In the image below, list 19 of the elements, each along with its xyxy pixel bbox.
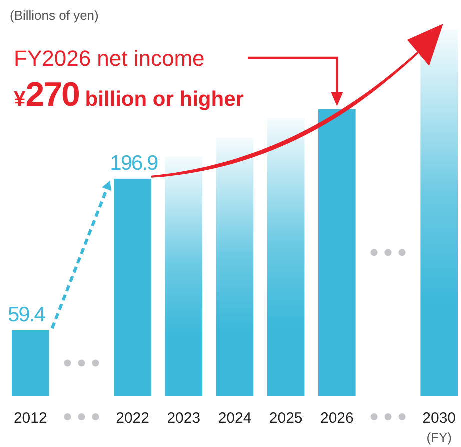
x-tick-label: 2030	[422, 410, 456, 427]
annotation: ¥270 billion or higher	[14, 76, 244, 114]
bar	[216, 138, 254, 396]
data-label: 196.9	[110, 152, 158, 175]
bar	[114, 178, 152, 396]
annotation: FY2026 net income	[14, 46, 205, 71]
bar	[318, 109, 356, 396]
x-tick-label: 2012	[14, 410, 48, 427]
data-label: 59.4	[8, 304, 46, 327]
x-tick-label: 2024	[218, 410, 252, 427]
y-axis-title: (Billions of yen)	[10, 8, 99, 23]
x-tick-label: 2022	[116, 410, 150, 427]
bar	[267, 118, 305, 396]
x-tick-label: 2023	[167, 410, 201, 427]
x-tick-label: 2026	[320, 410, 354, 427]
bar	[12, 330, 50, 396]
x-tick-label: 2025	[269, 410, 303, 427]
x-axis-title: (FY)	[426, 430, 452, 445]
bar	[165, 156, 203, 396]
